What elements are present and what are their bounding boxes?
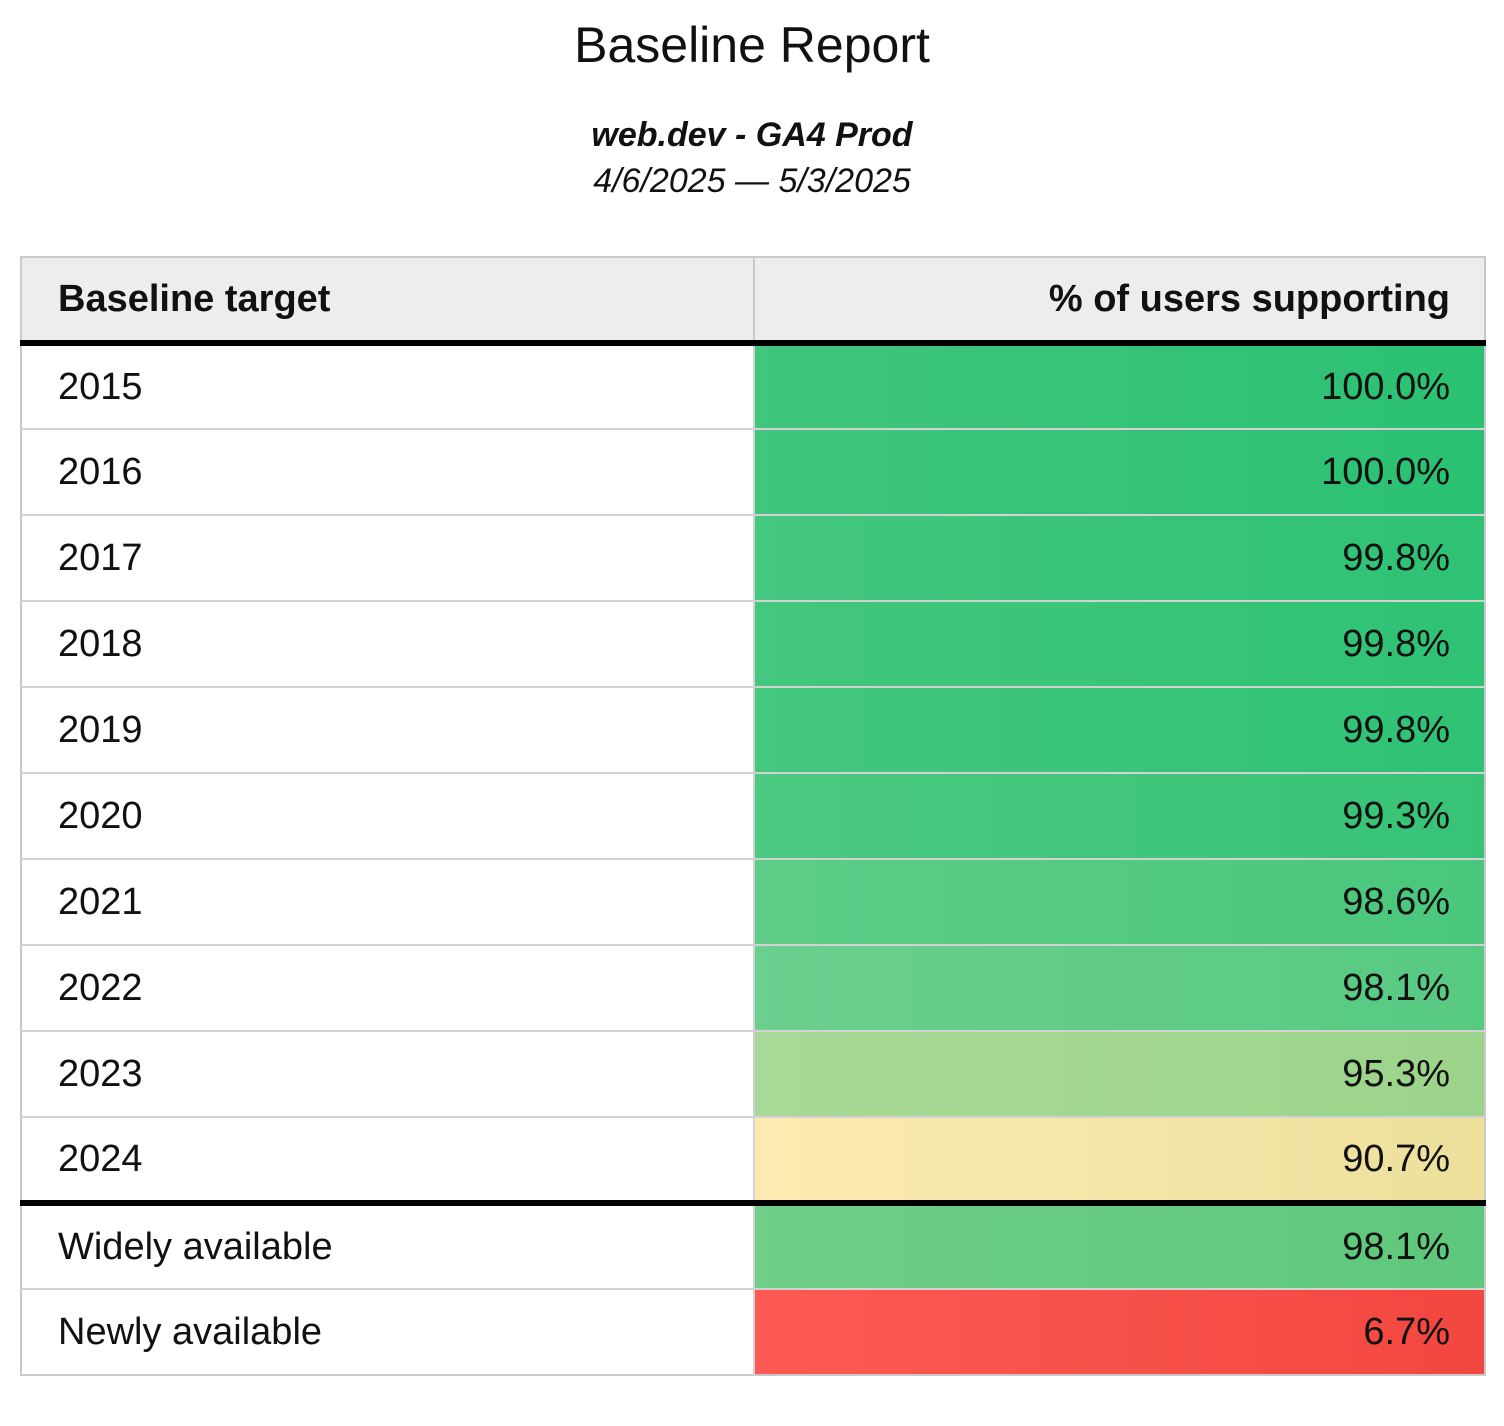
percent-value-cell: 99.3% [753,773,1485,859]
baseline-target-cell: 2020 [21,773,754,859]
table-row: 2016 100.0% [21,429,1485,515]
table-row: 2015 100.0% [21,343,1485,429]
report-date-range: 4/6/2025 — 5/3/2025 [593,162,911,200]
percent-value-cell: 98.1% [753,1203,1485,1289]
baseline-target-cell: Newly available [21,1289,754,1375]
column-header-baseline-target: Baseline target [21,257,754,346]
baseline-target-cell: 2019 [21,687,754,773]
baseline-target-cell: Widely available [21,1203,754,1289]
table-row: Newly available 6.7% [21,1289,1485,1375]
baseline-target-cell: 2021 [21,859,754,945]
percent-value-cell: 99.8% [753,601,1485,687]
baseline-table: Baseline target % of users supporting 20… [20,256,1486,1376]
baseline-target-cell: 2018 [21,601,754,687]
baseline-target-cell: 2023 [21,1031,754,1117]
table-row: 2024 90.7% [21,1117,1485,1203]
table-row: Widely available 98.1% [21,1203,1485,1289]
percent-value-cell: 99.8% [753,687,1485,773]
table-row: 2018 99.8% [21,601,1485,687]
percent-value-cell: 98.1% [753,945,1485,1031]
table-body: 2015 100.0% 2016 100.0% 2017 99.8% 2018 … [21,343,1485,1375]
table-row: 2020 99.3% [21,773,1485,859]
percent-value-cell: 98.6% [753,859,1485,945]
column-header-percent-users-supporting: % of users supporting [753,257,1485,346]
percent-value-cell: 95.3% [753,1031,1485,1117]
percent-value-cell: 99.8% [753,515,1485,601]
baseline-target-cell: 2017 [21,515,754,601]
percent-value-cell: 100.0% [753,429,1485,515]
percent-value-cell: 100.0% [753,343,1485,429]
report-subtitle: web.dev - GA4 Prod [591,116,913,154]
percent-value-cell: 6.7% [753,1289,1485,1375]
baseline-target-cell: 2022 [21,945,754,1031]
table-row: 2023 95.3% [21,1031,1485,1117]
baseline-target-cell: 2024 [21,1117,754,1203]
table-header: Baseline target % of users supporting [21,257,1485,346]
table-header-row: Baseline target % of users supporting [21,257,1485,346]
percent-value-cell: 90.7% [753,1117,1485,1203]
table-row: 2017 99.8% [21,515,1485,601]
baseline-target-cell: 2015 [21,343,754,429]
table-row: 2019 99.8% [21,687,1485,773]
table-row: 2021 98.6% [21,859,1485,945]
baseline-target-cell: 2016 [21,429,754,515]
page-title: Baseline Report [574,17,930,73]
table-row: 2022 98.1% [21,945,1485,1031]
